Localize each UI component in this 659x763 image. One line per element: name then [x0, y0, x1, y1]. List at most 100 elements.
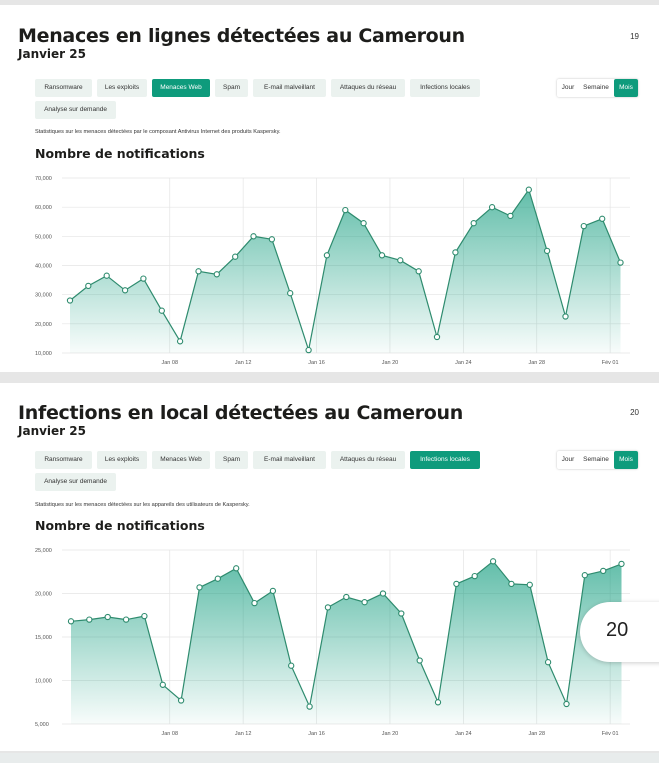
page-number: 20 [630, 408, 639, 417]
data-point [434, 699, 442, 706]
data-point [544, 659, 552, 666]
tab-spam[interactable]: Spam [215, 79, 248, 97]
data-point [343, 593, 350, 601]
data-point [470, 220, 477, 227]
slide-title: Menaces en lignes détectées au Cameroun [18, 25, 465, 47]
data-point [86, 616, 93, 623]
data-point [213, 271, 220, 278]
data-point [507, 212, 514, 220]
data-point [269, 587, 277, 595]
data-point [67, 618, 75, 625]
y-tick-label: 20,000 [35, 322, 52, 328]
data-point [342, 206, 349, 214]
chart-title: Nombre de notifications [35, 146, 205, 161]
data-point [378, 252, 386, 259]
next-slide-strip [0, 753, 659, 763]
slide-title: Infections en local détectées au Camerou… [18, 402, 463, 424]
data-point [543, 247, 551, 255]
period-day-button[interactable]: Jour [561, 84, 575, 91]
tab-malicious-email[interactable]: E-mail malveillant [253, 79, 326, 97]
y-tick-label: 20,000 [35, 592, 52, 598]
period-week-button[interactable]: Semaine [583, 84, 609, 91]
data-point [140, 275, 147, 282]
data-point [323, 252, 331, 259]
x-tick-label: Jan 12 [235, 731, 252, 737]
period-month-button[interactable]: Mois [614, 451, 638, 469]
x-tick-label: Jan 20 [382, 360, 399, 366]
period-month-button[interactable]: Mois [614, 79, 638, 97]
data-point [488, 204, 496, 211]
line-area-chart: 5,000 10,000 15,000 20,000 25,000 Jan 08 Jan 1… [35, 548, 630, 737]
data-point [617, 259, 624, 266]
y-tick-label: 10,000 [35, 351, 52, 357]
x-tick-label: Jan 28 [528, 360, 545, 366]
data-point [563, 700, 570, 708]
data-point [195, 268, 202, 275]
data-point [306, 703, 313, 710]
data-point [158, 307, 165, 314]
data-point [177, 697, 185, 704]
data-point [580, 222, 587, 230]
x-tick-label: Jan 24 [455, 731, 472, 737]
data-point [600, 567, 607, 575]
data-point [453, 580, 460, 588]
chart-description: Statistiques sur les menaces détectées s… [35, 502, 250, 508]
tab-local-infections[interactable]: Infections locales [410, 79, 480, 97]
x-tick-label: Jan 20 [382, 731, 399, 737]
data-point [85, 282, 92, 290]
y-tick-label: 10,000 [35, 679, 52, 685]
tab-network-attacks[interactable]: Attaques du réseau [331, 79, 405, 97]
slide-subtitle: Janvier 25 [18, 424, 86, 438]
data-point [618, 560, 625, 568]
x-tick-label: Jan 28 [528, 731, 545, 737]
data-point [233, 565, 240, 572]
x-tick-label: Jan 08 [161, 731, 178, 737]
tab-ransomware[interactable]: Ransomware [35, 451, 92, 469]
slide-local-infections: Infections en local détectées au Camerou… [0, 383, 659, 751]
data-point [415, 268, 422, 275]
data-point [433, 333, 441, 341]
tab-web-threats[interactable]: Menaces Web [152, 451, 210, 469]
x-tick-label: Jan 16 [308, 360, 325, 366]
y-tick-label: 15,000 [35, 635, 52, 641]
data-point [508, 580, 515, 588]
data-point [305, 346, 312, 354]
period-selector: Jour Semaine Mois [557, 451, 638, 469]
data-point [361, 599, 368, 606]
y-tick-label: 40,000 [35, 264, 52, 270]
data-point [214, 575, 221, 582]
period-day-button[interactable]: Jour [561, 456, 575, 463]
period-week-button[interactable]: Semaine [583, 456, 609, 463]
tab-local-infections[interactable]: Infections locales [410, 451, 480, 469]
tab-spam[interactable]: Spam [215, 451, 248, 469]
data-point [287, 290, 294, 297]
tab-malicious-email[interactable]: E-mail malveillant [253, 451, 326, 469]
x-tick-label: Jan 24 [455, 360, 472, 366]
tab-network-attacks[interactable]: Attaques du réseau [331, 451, 405, 469]
slide-subtitle: Janvier 25 [18, 47, 86, 61]
x-tick-label: Jan 08 [161, 360, 178, 366]
tab-exploits[interactable]: Les exploits [97, 79, 147, 97]
tab-on-demand-scan[interactable]: Analyse sur demande [35, 101, 116, 119]
tab-on-demand-scan[interactable]: Analyse sur demande [35, 473, 116, 491]
y-tick-label: 70,000 [35, 176, 52, 182]
x-tick-label: Jan 12 [235, 360, 252, 366]
data-point [324, 604, 332, 611]
data-point [232, 253, 239, 260]
data-point [452, 249, 459, 256]
y-tick-label: 25,000 [35, 548, 52, 554]
data-point [250, 233, 257, 240]
data-point [176, 338, 184, 345]
page-number: 19 [630, 32, 639, 41]
tab-web-threats[interactable]: Menaces Web [152, 79, 210, 97]
series-area [70, 189, 621, 353]
tab-exploits[interactable]: Les exploits [97, 451, 147, 469]
tab-ransomware[interactable]: Ransomware [35, 79, 92, 97]
data-point [489, 558, 497, 565]
data-point [398, 610, 405, 617]
x-tick-label: Jan 16 [308, 731, 325, 737]
data-point [526, 581, 533, 588]
x-tick-label: Fév 01 [602, 360, 619, 366]
data-point [288, 662, 295, 669]
data-point [471, 572, 478, 580]
